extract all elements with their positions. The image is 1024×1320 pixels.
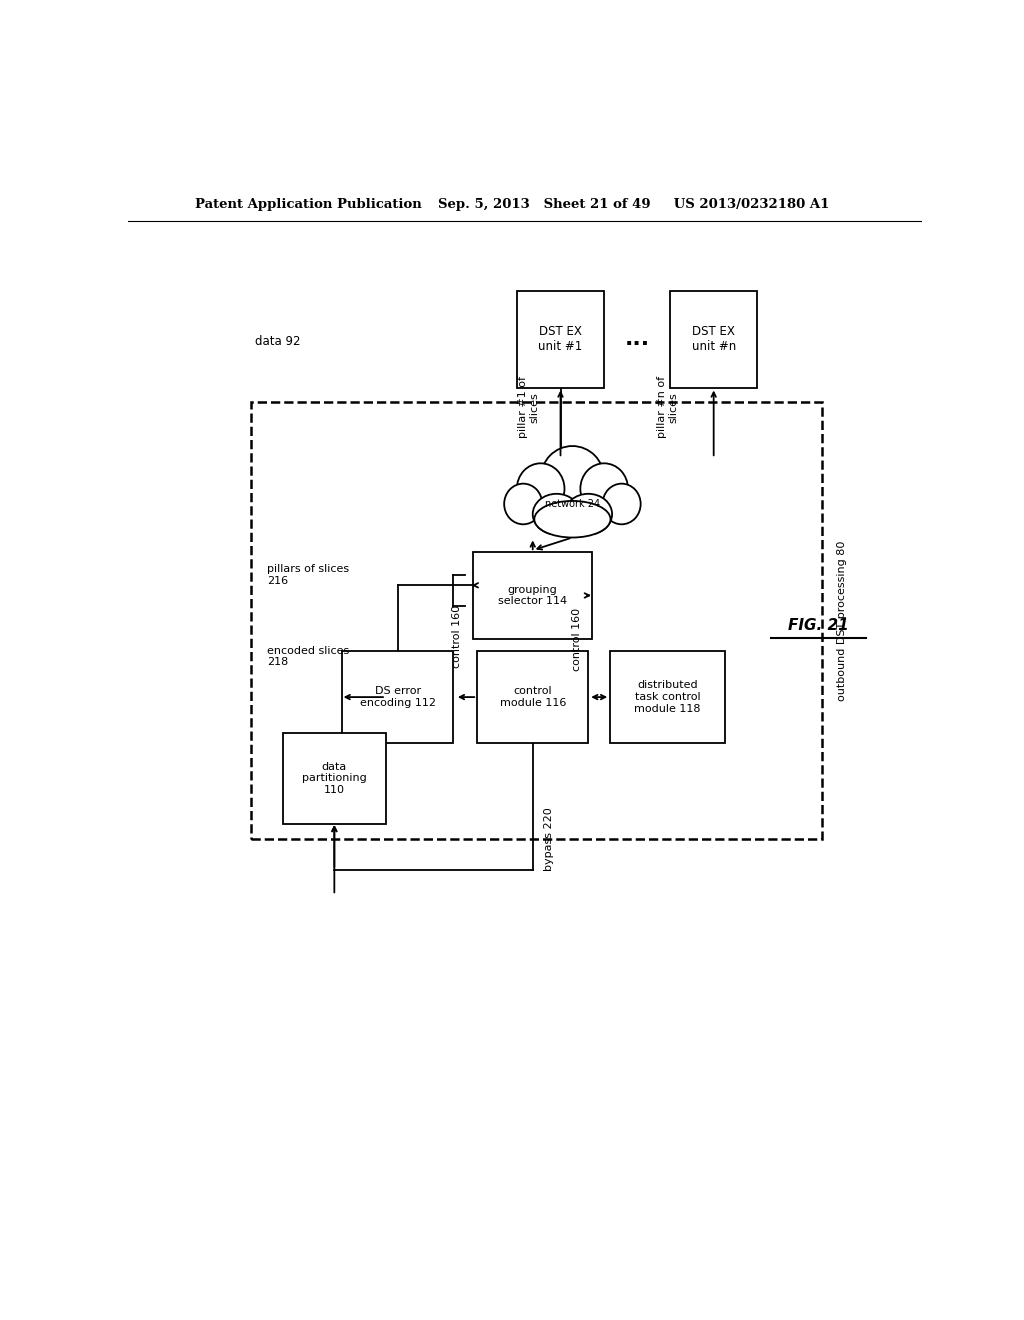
Text: data
partitioning
110: data partitioning 110	[302, 762, 367, 795]
Bar	[670, 290, 758, 388]
Text: DS error
encoding 112: DS error encoding 112	[359, 686, 436, 708]
Bar	[251, 403, 822, 840]
Text: Sep. 5, 2013   Sheet 21 of 49     US 2013/0232180 A1: Sep. 5, 2013 Sheet 21 of 49 US 2013/0232…	[437, 198, 828, 211]
Text: grouping
selector 114: grouping selector 114	[498, 585, 567, 606]
Ellipse shape	[517, 463, 564, 513]
Text: DST EX
unit #n: DST EX unit #n	[691, 325, 736, 354]
Text: control 160: control 160	[572, 607, 583, 671]
Text: encoded slices
218: encoded slices 218	[267, 645, 349, 667]
Text: bypass 220: bypass 220	[544, 808, 554, 871]
Ellipse shape	[581, 463, 628, 513]
Text: data 92: data 92	[255, 335, 300, 348]
Ellipse shape	[535, 500, 610, 537]
Text: FIG. 21: FIG. 21	[788, 619, 849, 634]
Text: control
module 116: control module 116	[500, 686, 566, 708]
Text: DST EX
unit #1: DST EX unit #1	[539, 325, 583, 354]
Text: distributed
task control
module 118: distributed task control module 118	[635, 681, 700, 714]
Bar	[610, 651, 725, 743]
Ellipse shape	[532, 494, 581, 535]
Ellipse shape	[507, 463, 638, 535]
Ellipse shape	[541, 446, 604, 511]
Text: outbound DST processing 80: outbound DST processing 80	[838, 541, 847, 701]
Text: network 24: network 24	[545, 499, 600, 510]
Bar	[283, 733, 386, 824]
Text: Patent Application Publication: Patent Application Publication	[196, 198, 422, 211]
Text: pillar #1 of
slices: pillar #1 of slices	[518, 376, 540, 438]
Bar	[342, 651, 454, 743]
Text: pillar #n of
slices: pillar #n of slices	[656, 376, 679, 438]
Bar	[477, 651, 589, 743]
Bar	[473, 552, 592, 639]
Bar	[517, 290, 604, 388]
Text: control 160: control 160	[452, 605, 462, 668]
Ellipse shape	[564, 494, 612, 535]
Text: pillars of slices
216: pillars of slices 216	[267, 565, 349, 586]
Ellipse shape	[602, 483, 641, 524]
Text: ...: ...	[625, 329, 649, 350]
Ellipse shape	[504, 483, 543, 524]
